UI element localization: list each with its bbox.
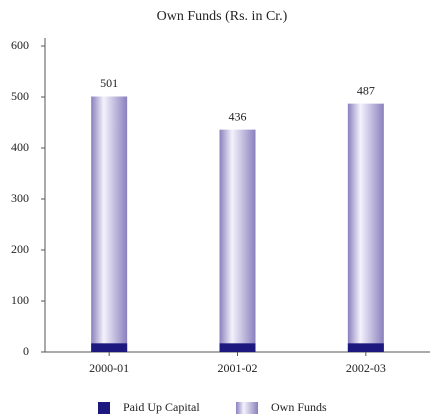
- legend-swatch: [98, 402, 110, 414]
- y-tick-label: 400: [11, 140, 29, 154]
- bar: [219, 129, 256, 352]
- bar: [219, 343, 256, 352]
- data-label: 436: [229, 109, 247, 123]
- data-label: 501: [100, 76, 118, 90]
- y-tick-label: 0: [23, 344, 29, 358]
- y-tick-label: 500: [11, 89, 29, 103]
- bar: [91, 96, 128, 353]
- bar: [347, 103, 384, 352]
- y-tick-label: 600: [11, 38, 29, 52]
- x-tick-label: 2002-03: [346, 361, 386, 375]
- y-tick-label: 200: [11, 242, 29, 256]
- legend-swatch: [236, 402, 258, 414]
- y-tick-label: 300: [11, 191, 29, 205]
- chart-title: Own Funds (Rs. in Cr.): [157, 9, 288, 24]
- bar: [347, 343, 384, 352]
- x-tick-label: 2000-01: [89, 361, 129, 375]
- legend-label: Paid Up Capital: [123, 400, 200, 414]
- bar: [91, 343, 128, 352]
- legend-label: Own Funds: [271, 400, 327, 414]
- data-label: 487: [357, 83, 375, 97]
- x-tick-label: 2001-02: [218, 361, 258, 375]
- y-tick-label: 100: [11, 293, 29, 307]
